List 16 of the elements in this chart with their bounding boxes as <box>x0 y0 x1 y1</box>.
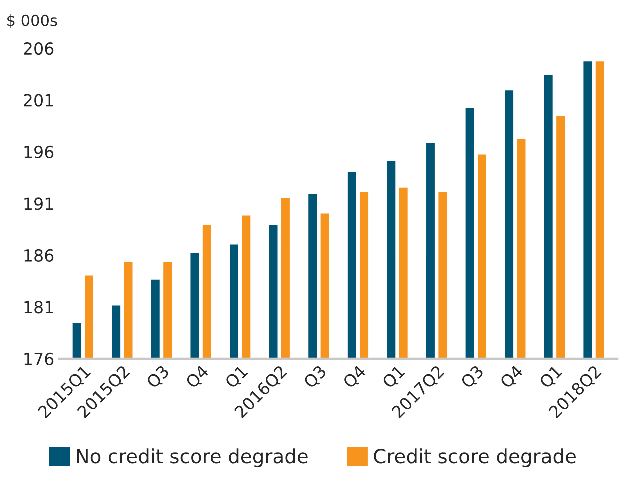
y-tick-label: 186 <box>24 249 54 262</box>
y-tick-label: 176 <box>24 352 54 366</box>
x-tick-label: Q4 <box>185 364 211 390</box>
x-tick-label: Q3 <box>303 364 328 390</box>
y-tick-label: 206 <box>24 42 54 56</box>
y-tick-label: 201 <box>24 94 54 107</box>
y-tick-label: 181 <box>24 301 54 314</box>
y-axis-title: $ 000s <box>8 14 58 28</box>
x-tick-label: Q4 <box>342 364 368 390</box>
legend-label: No credit score degrade <box>77 448 308 468</box>
legend-label: Credit score degrade <box>374 448 576 468</box>
x-tick-label: Q4 <box>500 364 526 390</box>
x-tick-label: Q3 <box>146 364 172 390</box>
y-tick-label: 191 <box>24 198 54 210</box>
x-tick-label: Q3 <box>460 364 486 390</box>
y-tick-label: 196 <box>24 146 54 159</box>
